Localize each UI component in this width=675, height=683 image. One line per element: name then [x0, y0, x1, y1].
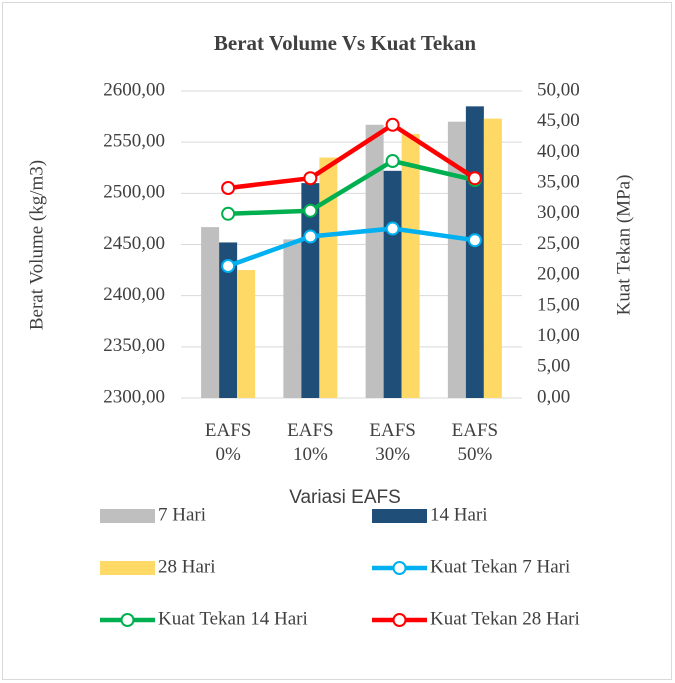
y-tick-label: 2550,00: [103, 131, 165, 152]
line-marker: [385, 117, 400, 132]
y-tick-label: 2400,00: [103, 284, 165, 305]
x-tick-label-line: EAFS: [205, 420, 251, 441]
x-tick-label-line: 0%: [215, 444, 241, 465]
bar: [365, 124, 384, 399]
bar: [447, 121, 466, 398]
line: [227, 122, 477, 191]
y2-tick-label: 35,00: [537, 171, 580, 192]
x-axis-title: Variasi EAFS: [289, 487, 401, 508]
x-tick-label: EAFS 30%: [369, 420, 415, 465]
x-tick-label-line: 10%: [293, 444, 328, 465]
legend-swatch: [372, 509, 427, 523]
line-marker: [303, 229, 318, 244]
bar: [219, 242, 238, 398]
line: [228, 158, 476, 217]
bar: [237, 270, 256, 398]
y-tick-label: 2500,00: [103, 182, 165, 203]
y2-tick-label: 40,00: [537, 141, 580, 162]
x-tick-label-line: EAFS: [452, 420, 498, 441]
line-marker: [303, 203, 318, 218]
bar: [383, 170, 402, 398]
y-tick-label: 2350,00: [103, 335, 165, 356]
line: [227, 226, 476, 269]
line-marker: [467, 233, 482, 248]
legend-label: 14 Hari: [430, 504, 488, 525]
bar: [201, 227, 220, 398]
y2-tick-label: 20,00: [537, 264, 580, 285]
y2-tick-label: 50,00: [537, 79, 580, 100]
chart-title: Berat Volume Vs Kuat Tekan: [214, 31, 476, 55]
line-marker: [221, 258, 236, 273]
y2-axis-title: Kuat Tekan (MPa): [613, 175, 634, 316]
line-marker: [221, 206, 236, 221]
x-tick-label: EAFS 50%: [452, 420, 498, 465]
line-marker: [385, 221, 400, 236]
bar: [483, 118, 502, 398]
bar: [319, 157, 338, 398]
legend-label: 28 Hari: [158, 556, 216, 577]
legend-swatch: [100, 509, 155, 523]
legend-swatch-marker: [120, 613, 135, 627]
legend-label: 7 Hari: [158, 504, 206, 525]
legend-swatch: [100, 561, 155, 575]
x-tick-label-line: 50%: [457, 444, 492, 465]
y2-tick-label: 0,00: [537, 386, 570, 407]
bar: [283, 239, 302, 398]
legend-label: Kuat Tekan 7 Hari: [430, 556, 570, 577]
y-tick-label: 2450,00: [103, 233, 165, 254]
y2-tick-label: 45,00: [537, 110, 580, 131]
y2-tick-label: 10,00: [537, 325, 580, 346]
y2-tick-label: 5,00: [537, 356, 570, 377]
bar: [401, 133, 420, 399]
legend-label: Kuat Tekan 28 Hari: [430, 608, 580, 629]
line-marker: [467, 171, 482, 186]
x-tick-label-line: 30%: [375, 444, 410, 465]
legend-swatch-marker: [392, 561, 407, 575]
line-marker: [303, 171, 318, 186]
y2-tick-label: 30,00: [537, 202, 580, 223]
x-tick-label: EAFS 10%: [287, 420, 333, 465]
line-marker: [221, 181, 236, 196]
legend-label: Kuat Tekan 14 Hari: [158, 608, 308, 629]
legend-swatch-marker: [392, 613, 407, 627]
line-marker: [385, 153, 400, 168]
y2-tick-label: 15,00: [537, 294, 580, 315]
x-tick-label: EAFS 0%: [205, 420, 251, 465]
x-tick-label-line: EAFS: [369, 420, 415, 441]
y-tick-label: 2300,00: [103, 386, 165, 407]
y2-tick-label: 25,00: [537, 233, 580, 254]
x-tick-label-line: EAFS: [287, 420, 333, 441]
bar: [465, 106, 484, 398]
y-tick-label: 2600,00: [103, 79, 165, 100]
y-axis-title: Berat Volume (kg/m3): [26, 160, 47, 330]
